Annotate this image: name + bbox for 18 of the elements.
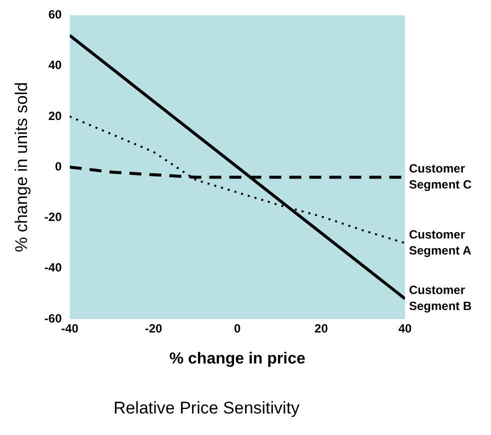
x-tick-label: -40 <box>61 322 79 336</box>
text: Relative Price Sensitivity <box>113 398 300 418</box>
y-tick-label: 20 <box>48 108 62 123</box>
x-axis-title: % change in price <box>169 350 306 368</box>
series-label: Customer Segment C <box>409 162 472 192</box>
x-tick-label: 20 <box>314 322 328 336</box>
series-label: Customer Segment A <box>409 227 472 258</box>
x-tick-label: 0 <box>234 322 242 336</box>
y-tick-label: -40 <box>44 260 62 275</box>
y-axis-title: % change in units sold <box>12 82 31 252</box>
y-tick-label: 0 <box>55 159 62 174</box>
y-tick-label: 60 <box>48 8 62 22</box>
y-tick-label: -60 <box>44 311 62 326</box>
y-tick-label: 40 <box>48 58 62 72</box>
y-tick-label: -20 <box>44 210 62 224</box>
x-tick-label: 40 <box>398 322 412 336</box>
x-tick-label: -20 <box>144 322 163 336</box>
series-label: Customer Segment B <box>409 283 472 314</box>
